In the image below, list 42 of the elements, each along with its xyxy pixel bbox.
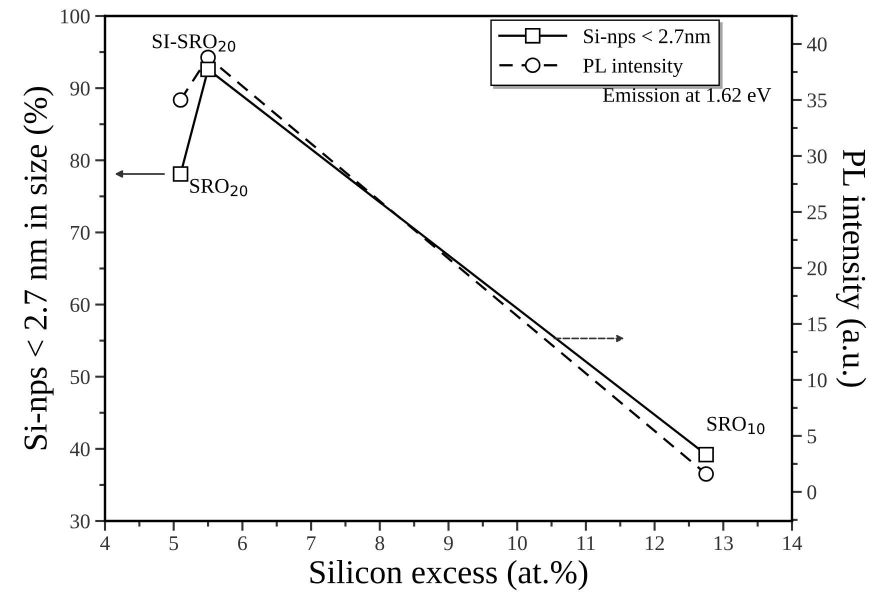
y2-tick-label: 10 [808,373,827,388]
x-tick-label: 9 [444,536,453,550]
x-tick-label: 8 [375,536,384,550]
y2-tick-label: 5 [808,429,816,444]
x-tick-label: 13 [714,536,733,550]
x-axis-title: Silicon excess (at.%) [310,560,588,590]
y2-tick-label: 25 [808,205,827,220]
y-tick-label: 50 [70,370,90,384]
point [698,466,714,482]
x-tick-label: 7 [307,536,316,550]
x-tick-label: 14 [783,536,802,550]
y-tick-label: 70 [70,226,90,240]
y-tick-label: 100 [61,9,90,24]
point [200,62,216,78]
y-tick-label: 40 [70,442,90,456]
annotation: SI-SRO$_{20}$ [152,34,236,52]
x-tick-label: 11 [578,536,595,550]
y-tick-label: 30 [70,514,90,528]
y-tick-label: 90 [70,82,90,96]
x-tick-label: 10 [508,536,527,550]
point [698,446,714,462]
annotation: SRO$_{20}$ [190,178,248,196]
y-tick-label: 80 [70,154,90,168]
y2-tick-label: 15 [808,317,827,332]
y2-axis-title: PL intensity (a.u.) [836,150,866,387]
y2-tick-label: 30 [808,149,827,164]
x-tick-label: 5 [170,536,178,550]
y-tick-label: 60 [70,298,90,312]
y2-tick-label: 40 [806,37,827,52]
y-axis-title: Si-nps < 2.7 nm in size (%) [23,86,54,450]
x-tick-label: 4 [100,536,110,550]
legend-label: Si-nps < 2.7nm [584,29,710,48]
point [172,166,188,182]
point [172,92,188,108]
annotation: Emission at 1.62 eV [603,88,772,102]
legend-label: PL intensity [583,58,684,78]
y2-tick-label: 20 [808,261,827,276]
y2-tick-label: 35 [808,93,827,108]
y2-tick-label: 0 [807,485,816,500]
x-tick-label: 12 [646,536,664,550]
annotation: SRO$_{10}$ [708,416,764,434]
x-tick-label: 6 [238,536,247,550]
